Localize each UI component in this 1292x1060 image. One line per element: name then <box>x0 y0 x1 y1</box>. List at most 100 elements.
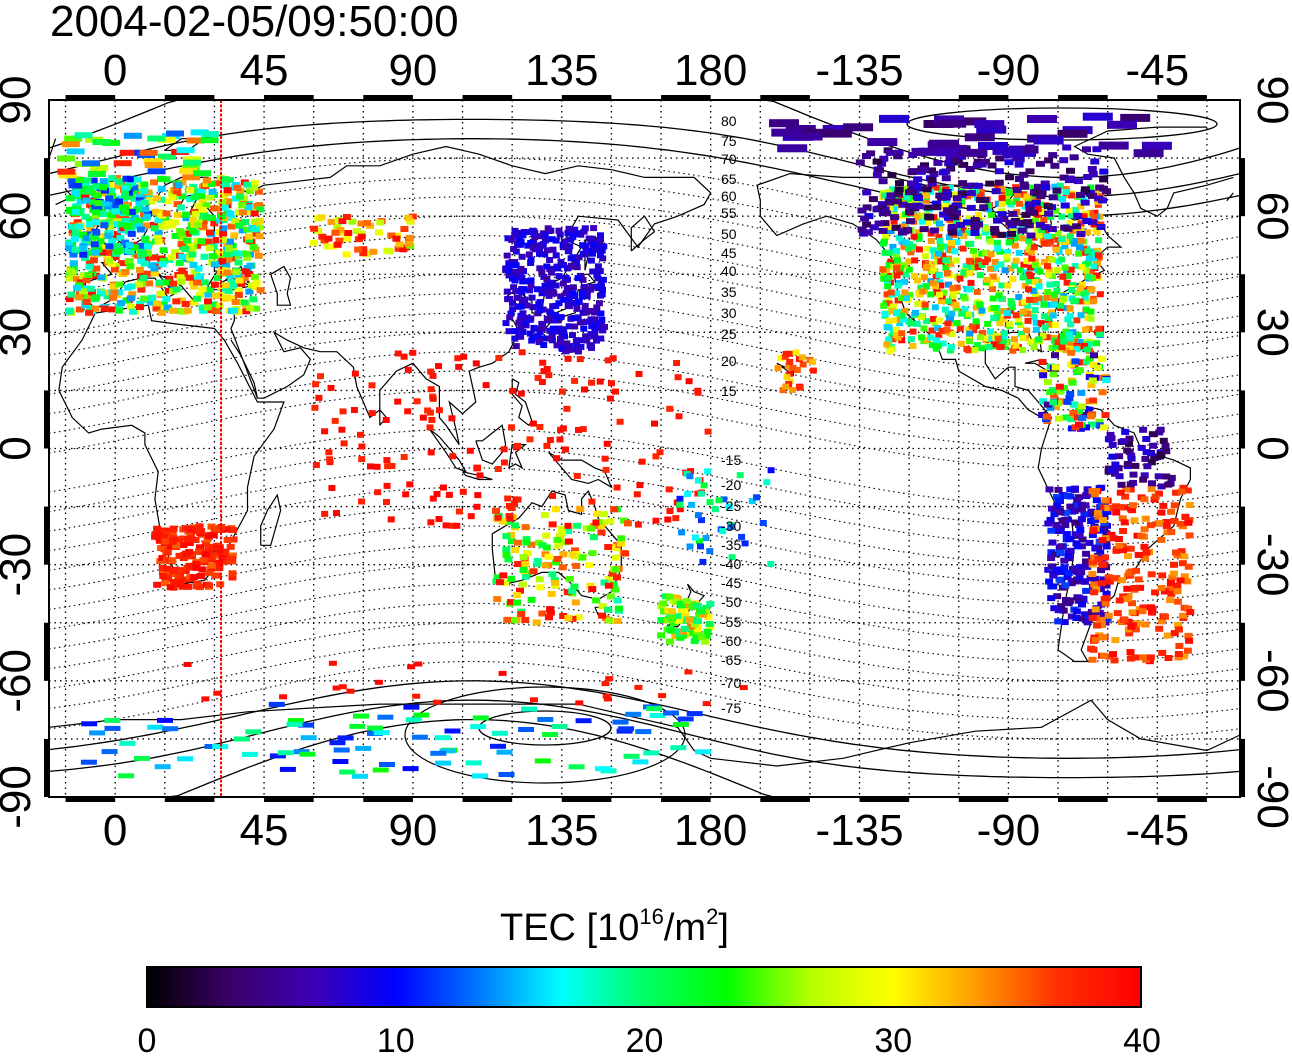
tec-cell <box>186 186 195 193</box>
tec-cell <box>343 235 352 242</box>
tec-cell <box>156 558 165 565</box>
tec-cell <box>1078 264 1086 271</box>
tec-cell <box>981 335 989 342</box>
tec-cell <box>1055 576 1064 583</box>
tec-cell <box>541 282 549 289</box>
tec-cell <box>575 700 584 706</box>
tec-cell <box>519 566 528 573</box>
tec-cell <box>1020 183 1030 190</box>
tec-cell <box>1161 613 1169 620</box>
tec-cell <box>908 168 918 175</box>
tec-cell <box>133 219 142 226</box>
tec-cell <box>179 167 198 174</box>
tec-cell <box>1087 308 1095 315</box>
tec-cell <box>1021 203 1029 210</box>
tec-cell <box>161 538 170 545</box>
tec-cell <box>1173 588 1182 595</box>
tec-cell <box>1064 570 1073 576</box>
tec-cell <box>182 215 191 222</box>
tec-cell <box>241 268 250 275</box>
tec-cell <box>1076 298 1084 305</box>
tec-cell <box>932 204 942 211</box>
tec-cell <box>903 194 911 201</box>
frame-bar-bottom <box>958 797 1009 802</box>
lat-tick-label-left: -90 <box>0 765 40 829</box>
tec-cell <box>352 228 361 234</box>
tec-cell <box>588 550 597 557</box>
tec-cell <box>633 491 641 498</box>
tec-cell <box>1123 447 1132 454</box>
tec-cell <box>492 507 500 514</box>
tec-cell <box>1107 120 1137 129</box>
tec-cell <box>231 299 240 305</box>
tec-cell <box>551 506 560 513</box>
tec-cell <box>1048 505 1056 512</box>
tec-cell <box>1048 256 1056 263</box>
tec-cell <box>427 449 435 456</box>
tec-cell <box>523 314 531 321</box>
tec-cell <box>253 203 262 210</box>
tec-cell <box>1141 455 1150 462</box>
tec-cell <box>374 679 383 685</box>
contour-label: 25 <box>721 326 737 342</box>
tec-cell <box>551 317 559 324</box>
tec-cell <box>162 176 171 183</box>
tec-cell <box>575 718 592 724</box>
tec-cell <box>1089 397 1097 404</box>
tec-cell <box>616 418 624 425</box>
frame-bar-left <box>44 738 49 797</box>
tec-cell <box>1071 338 1079 345</box>
tec-cell <box>1019 335 1027 342</box>
tec-cell <box>1094 260 1101 266</box>
tec-cell <box>111 208 120 215</box>
tec-cell <box>255 217 264 224</box>
tec-cell <box>159 258 168 265</box>
tec-cell <box>591 327 599 334</box>
tec-cell <box>989 286 996 292</box>
tec-cell <box>87 238 96 245</box>
tec-cell <box>204 298 212 305</box>
tec-cell <box>914 301 922 307</box>
tec-cell <box>863 229 873 236</box>
tec-cell <box>1045 578 1054 585</box>
tec-cell <box>944 214 953 221</box>
tec-cell <box>901 289 909 296</box>
tec-cell <box>994 179 1004 186</box>
tec-cell <box>549 246 557 253</box>
tec-cell <box>1044 210 1054 217</box>
tec-cell <box>582 309 590 316</box>
tec-cell <box>208 188 217 195</box>
tec-cell <box>786 350 794 357</box>
tec-cell <box>394 398 402 405</box>
tec-cell <box>529 244 537 251</box>
tec-cell <box>188 251 197 258</box>
tec-cell <box>100 222 109 229</box>
tec-cell <box>155 531 163 538</box>
tec-cell <box>167 254 176 261</box>
tec-cell <box>1157 585 1166 591</box>
tec-cell <box>989 295 997 302</box>
tec-cell <box>329 740 346 746</box>
tec-cell <box>1082 326 1089 333</box>
tec-cell <box>917 284 925 291</box>
tec-cell <box>1164 655 1173 661</box>
tec-cell <box>331 417 339 424</box>
tec-cell <box>207 180 216 187</box>
tec-cell <box>1093 622 1101 629</box>
tec-cell <box>90 241 99 248</box>
tec-cell <box>530 697 538 703</box>
tec-cell <box>885 199 894 206</box>
tec-cell <box>702 701 711 707</box>
contour-label: 20 <box>721 353 737 369</box>
tec-cell <box>92 229 101 236</box>
tec-cell <box>184 536 193 543</box>
tec-cell <box>342 214 351 220</box>
colorbar-title-unit: /m <box>663 907 707 949</box>
tec-cell <box>1065 248 1073 255</box>
tec-cell <box>279 694 288 700</box>
tec-cell <box>1089 298 1097 305</box>
tec-cell <box>937 282 945 289</box>
tec-cell <box>573 305 581 312</box>
tec-cell <box>878 178 888 185</box>
tec-cell <box>994 245 1002 252</box>
